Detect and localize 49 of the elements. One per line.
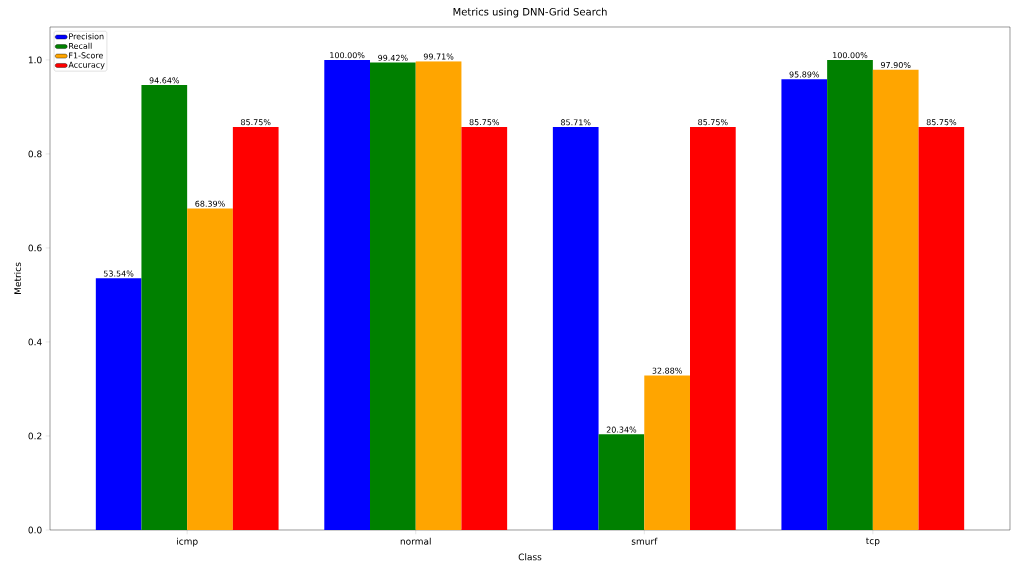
data-label: 100.00% [833,52,868,59]
y-tick-label: 0.6 [28,244,42,252]
data-label: 85.75% [469,119,500,126]
bar [95,278,142,530]
data-label: 100.00% [330,52,365,59]
x-tick-label: icmp [177,537,198,547]
bar [872,69,919,530]
data-label: 85.75% [926,119,957,126]
legend-label: Precision [69,33,104,40]
bar [232,126,279,530]
bar [598,434,645,530]
bar [324,59,371,530]
data-label: 99.42% [378,54,408,61]
bar [644,375,690,530]
bar [370,62,416,530]
data-label: 68.39% [195,200,225,207]
y-tick-label: 0.2 [28,432,42,440]
y-tick-label: 0.4 [28,338,42,346]
data-label: 53.54% [103,270,134,277]
y-axis-title: Metrics [14,262,22,294]
y-tick-label: 0.8 [28,150,42,158]
bar [827,59,873,530]
y-tick-label: 0.0 [28,526,42,534]
bar [918,126,965,530]
data-label: 95.89% [789,71,820,78]
bar [552,127,599,530]
data-label: 85.75% [241,119,271,126]
bar [141,85,188,530]
bar [461,126,508,530]
bar [781,79,828,530]
data-label: 20.34% [606,426,637,433]
bar [187,208,233,530]
bar [415,61,462,530]
x-tick-label: smurf [631,537,658,545]
x-tick-label: normal [400,537,431,545]
data-label: 32.88% [652,367,682,374]
bar [690,126,736,530]
data-label: 94.64% [149,77,180,84]
data-label: 99.71% [423,53,454,60]
legend-label: Recall [69,42,92,49]
legend-label: Accuracy [68,61,105,70]
data-label: 85.71% [561,119,591,126]
data-label: 97.90% [880,62,911,69]
x-axis-title: Class [518,553,542,561]
y-tick-label: 1.0 [28,56,42,64]
data-label: 85.75% [698,119,728,126]
chart-title: Metrics using DNN-Grid Search [453,7,607,18]
x-tick-label: tcp [866,537,880,546]
legend-label: F1-Score [69,52,103,59]
